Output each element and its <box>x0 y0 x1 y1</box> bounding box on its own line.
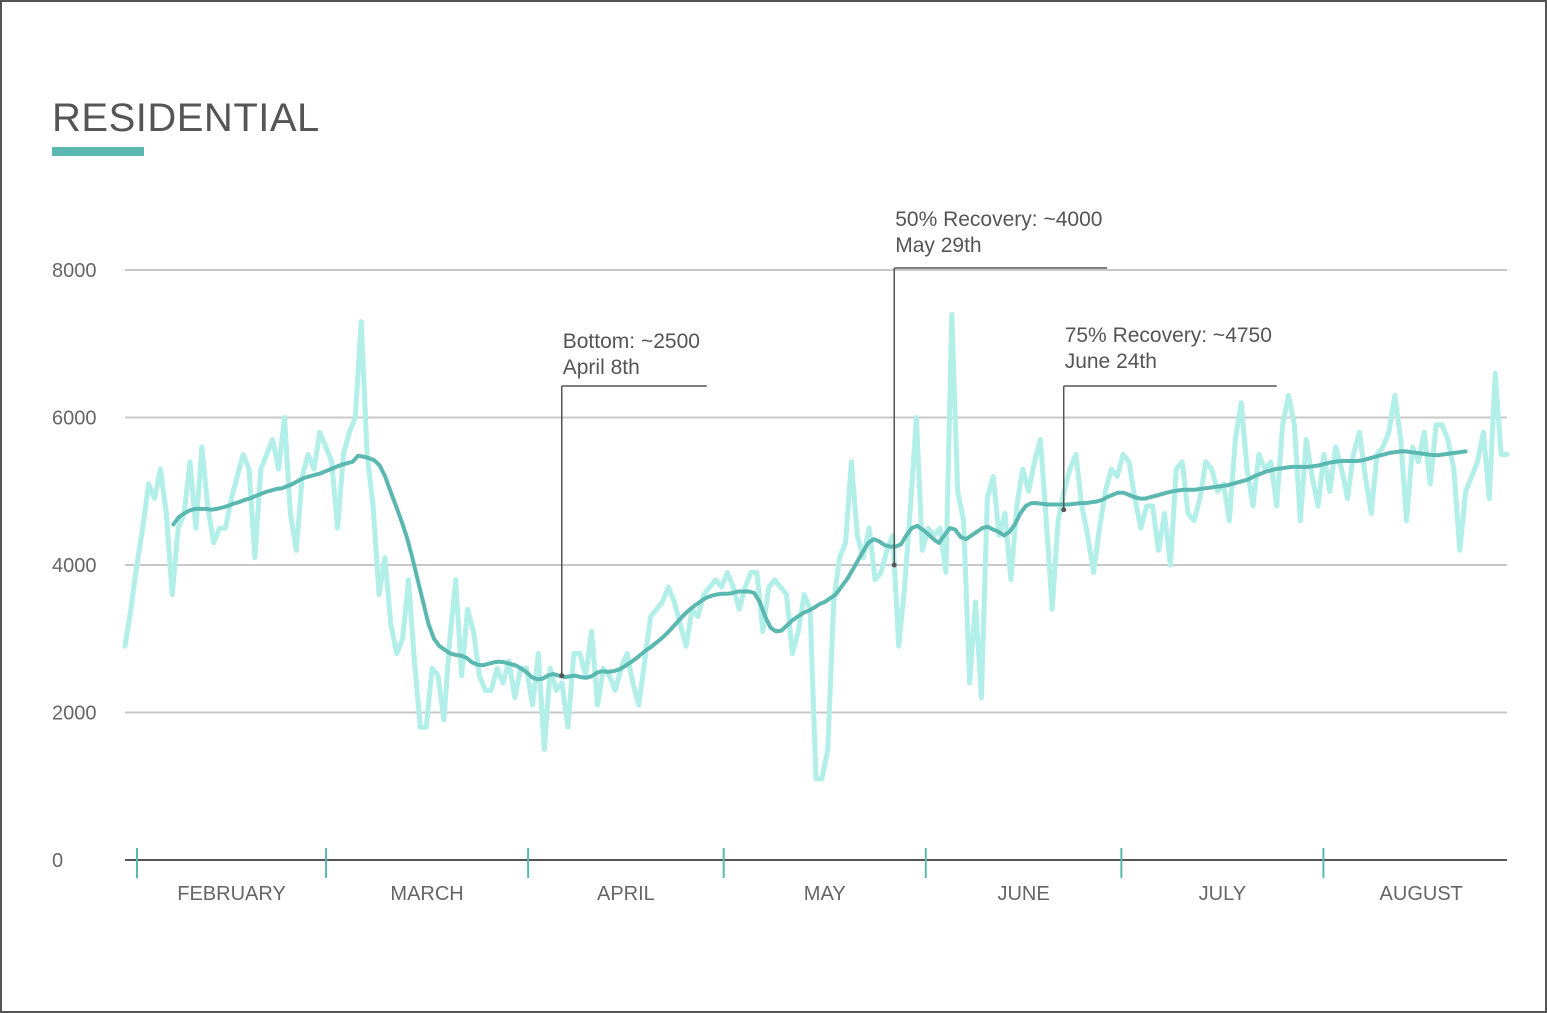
annotation-label: 50% Recovery: ~4000 <box>895 208 1102 231</box>
x-tick-label: MARCH <box>390 883 463 905</box>
y-tick-label: 2000 <box>52 703 97 725</box>
x-tick-label: MAY <box>804 883 846 905</box>
annotation-point <box>559 673 565 679</box>
chart-title: RESIDENTIAL <box>52 96 320 140</box>
series-line-average <box>171 449 1468 682</box>
annotation-label: 75% Recovery: ~4750 <box>1065 324 1272 347</box>
annotation-date: May 29th <box>895 234 981 257</box>
annotation-date: June 24th <box>1065 350 1157 373</box>
x-tick-label: JUNE <box>997 883 1049 905</box>
series-line-daily <box>122 311 1510 782</box>
annotation-point <box>891 562 897 568</box>
y-tick-label: 8000 <box>52 260 97 282</box>
x-tick-label: FEBRUARY <box>177 883 286 905</box>
y-tick-label: 4000 <box>52 555 97 577</box>
title-underline <box>52 147 144 156</box>
x-tick-label: JULY <box>1199 883 1246 905</box>
annotation-point <box>1061 507 1067 513</box>
x-tick-label: AUGUST <box>1380 883 1463 905</box>
y-tick-label: 0 <box>52 850 63 872</box>
annotation-label: Bottom: ~2500 <box>563 330 700 353</box>
annotation-date: April 8th <box>563 356 640 379</box>
x-tick-label: APRIL <box>597 883 655 905</box>
y-tick-label: 6000 <box>52 408 97 430</box>
